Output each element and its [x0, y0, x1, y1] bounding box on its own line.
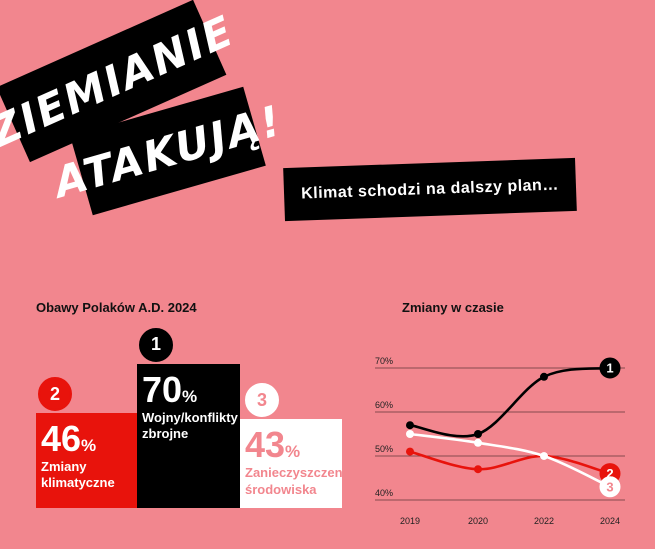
bar-value-number: 70: [142, 368, 183, 410]
x-tick-label: 2022: [534, 516, 554, 526]
rank-badge-1: 1: [139, 327, 173, 362]
rank-badge-3: 3: [245, 383, 279, 418]
bar-category-label-line: klimatyczne: [41, 475, 115, 491]
bar-category-label-line: środowiska: [245, 481, 317, 497]
bar-chart-title: Obawy Polaków A.D. 2024: [36, 300, 197, 315]
y-tick-label: 60%: [375, 400, 393, 410]
bar-category-label-line: Zmiany: [41, 459, 87, 475]
y-tick-label: 50%: [375, 444, 393, 454]
series-point-3: [406, 430, 414, 438]
bar-2: [137, 363, 240, 508]
rank-badge-circle-1: [599, 357, 621, 379]
bar-value-label: 70%: [142, 368, 198, 410]
line-chart: 40% 50% 60% 70% 2019 2020 2022 2024 23 1: [375, 356, 625, 526]
line-chart-title: Zmiany w czasie: [402, 300, 504, 315]
bar-value-label: 46%: [41, 421, 96, 457]
bar-category-label: Wojny/konflikty zbrojne: [142, 410, 238, 443]
bar-category-label-line: zbrojne: [142, 426, 189, 442]
rank-badge-label-2: 2: [606, 466, 613, 481]
x-tick-label: 2019: [400, 516, 420, 526]
y-tick-label: 70%: [375, 356, 393, 366]
bar-value-label: 43%: [245, 427, 300, 463]
rank-badge-2: 2: [38, 377, 72, 412]
series-line-2: [409, 450, 611, 475]
bar-category-label: Zanieczyszczenie środowiska: [245, 465, 353, 498]
series-point-3: [474, 438, 482, 447]
bar-3: [240, 419, 342, 508]
bar-1: [36, 413, 137, 508]
series-point-1: [406, 421, 414, 430]
bar-value-unit: %: [81, 436, 97, 456]
bar-value-unit: %: [182, 386, 198, 406]
series-point-3: [540, 452, 548, 460]
series-line-3: [409, 432, 611, 488]
rank-badge-label-3: 3: [606, 479, 613, 494]
bar-value-number: 46: [41, 418, 82, 460]
series-point-2: [474, 465, 482, 474]
y-tick-label: 40%: [375, 488, 393, 498]
x-tick-label: 2020: [468, 516, 488, 526]
rank-badge-circle-3: [599, 476, 621, 498]
bar-category-label-line: Wojny/konflikty: [142, 409, 238, 425]
x-tick-label: 2024: [600, 516, 620, 526]
bar-category-label: Zmiany klimatyczne: [41, 459, 115, 492]
series-point-1: [474, 430, 482, 438]
bar-value-unit: %: [285, 442, 301, 462]
subtitle-banner: Klimat schodzi na dalszy plan…: [283, 157, 577, 222]
bar-category-label-line: Zanieczyszczenie: [245, 465, 354, 481]
series-point-2: [406, 447, 414, 456]
series-line-1: [409, 366, 611, 438]
bar-value-number: 43: [245, 424, 286, 466]
rank-badge-label-1: 1: [606, 361, 613, 376]
series-point-1: [540, 372, 548, 381]
